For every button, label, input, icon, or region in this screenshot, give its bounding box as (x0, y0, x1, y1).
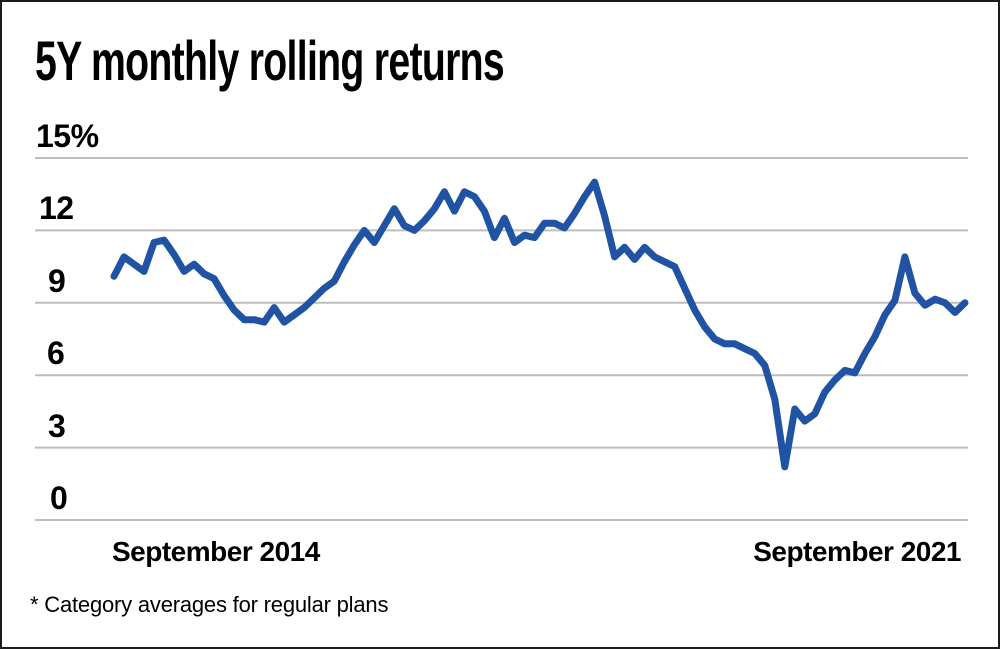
y-tick-9: 9 (48, 262, 66, 299)
chart-title: 5Y monthly rolling returns (35, 29, 505, 92)
x-axis-start-label: September 2014 (112, 536, 320, 567)
y-tick-12: 12 (39, 190, 74, 227)
y-tick-15: 15% (36, 118, 99, 154)
returns-line-series (110, 178, 969, 471)
footnote: * Category averages for regular plans (30, 592, 389, 617)
y-tick-3: 3 (48, 407, 66, 444)
y-tick-0: 0 (50, 480, 68, 516)
y-tick-6: 6 (47, 335, 65, 372)
gridlines (35, 157, 968, 521)
x-axis-end-label: September 2021 (753, 536, 961, 567)
